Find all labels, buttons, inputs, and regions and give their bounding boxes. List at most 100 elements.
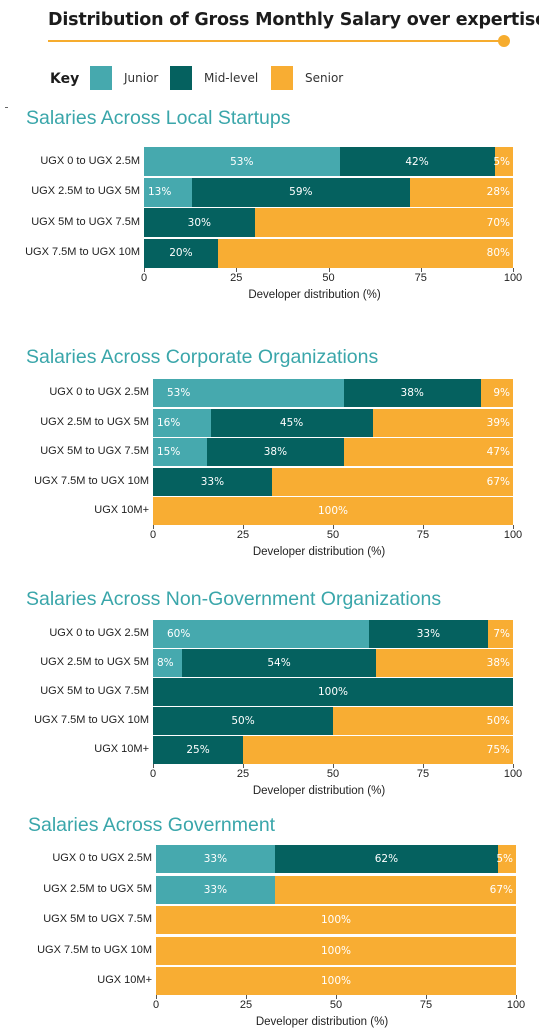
x-tick-mark (423, 763, 424, 768)
data-label: 5% (496, 853, 513, 865)
data-label: 53% (230, 155, 254, 168)
data-label: 100% (320, 914, 352, 926)
x-tick-label: 75 (419, 999, 433, 1011)
bar-segment-mid-level (153, 678, 513, 706)
data-label: 20% (169, 247, 193, 259)
bar-segment-mid-level (207, 438, 344, 466)
bar-segment-mid-level (274, 845, 498, 873)
data-label: 100% (320, 975, 352, 987)
category-label: UGX 0 to UGX 2.5M (40, 154, 140, 167)
bar-segment-senior (156, 906, 516, 934)
bar-segment-junior (153, 649, 182, 677)
bar-segment-senior (480, 379, 513, 407)
x-tick-label: 25 (230, 271, 243, 284)
bar-segment-senior (274, 875, 516, 904)
data-label: 100% (320, 944, 352, 957)
title-underline (48, 40, 504, 42)
x-axis-title: Developer distribution (%) (252, 784, 386, 797)
bar-segment-mid-level (369, 620, 488, 648)
x-tick-label: 100 (503, 767, 523, 780)
data-label: 62% (374, 853, 399, 865)
data-label: 75% (486, 743, 510, 756)
category-label: UGX 5M to UGX 7.5M (31, 215, 140, 228)
data-label: 33% (203, 883, 228, 896)
x-tick-label: 50 (322, 271, 335, 284)
x-tick-label: 75 (416, 529, 430, 541)
x-axis-title: Developer distribution (%) (255, 1016, 389, 1028)
data-label: 8% (157, 656, 174, 669)
bar-segment-senior (376, 649, 513, 677)
x-tick-mark (420, 267, 422, 272)
data-label: 60% (167, 627, 191, 640)
data-label: 70% (486, 216, 510, 229)
chart-title: Salaries Across Non-Government Organizat… (26, 588, 442, 610)
bar-segment-senior (156, 967, 516, 995)
x-tick-mark (243, 763, 244, 768)
x-tick-label: 50 (329, 999, 343, 1011)
category-label: UGX 5M to UGX 7.5M (40, 445, 149, 457)
data-label: 100% (317, 685, 349, 698)
chart-title: Salaries Across Corporate Organizations (26, 346, 379, 368)
bar-segment-senior (409, 177, 513, 207)
data-label: 38% (486, 656, 510, 669)
bar-segment-mid-level (144, 238, 218, 268)
x-tick-label: 0 (152, 999, 160, 1011)
x-tick-label: 75 (414, 271, 427, 284)
data-label: 33% (203, 853, 228, 865)
x-tick-label: 0 (140, 271, 148, 284)
x-tick-label: 50 (326, 767, 340, 780)
legend-swatch-junior (90, 66, 112, 90)
category-label: UGX 7.5M to UGX 10M (25, 246, 140, 258)
bar-segment-senior (153, 497, 513, 525)
bar-segment-senior (217, 238, 513, 268)
bar-segment-senior (494, 147, 513, 176)
data-label: 5% (493, 155, 510, 168)
x-tick-mark (144, 267, 145, 272)
data-label: 100% (317, 505, 349, 517)
data-label: 47% (486, 446, 510, 458)
x-axis-title: Developer distribution (%) (248, 288, 381, 301)
data-label: 54% (267, 656, 291, 669)
bar-segment-senior (333, 707, 513, 735)
x-tick-mark (336, 995, 337, 999)
data-label: 7% (493, 627, 510, 640)
x-tick-label: 75 (416, 767, 430, 780)
data-label: 53% (167, 387, 191, 399)
bar-segment-junior (144, 177, 192, 207)
bar-segment-senior (243, 736, 513, 764)
data-label: 30% (187, 216, 212, 229)
data-label: 39% (486, 416, 510, 429)
category-label: UGX 7.5M to UGX 10M (34, 713, 149, 726)
legend-swatch-senior (271, 66, 293, 90)
x-tick-label: 25 (236, 529, 250, 541)
category-label: UGX 2.5M to UGX 5M (43, 882, 152, 895)
data-label: 59% (289, 186, 313, 198)
data-label: 50% (486, 714, 510, 727)
category-label: UGX 0 to UGX 2.5M (49, 386, 149, 398)
x-tick-mark (516, 995, 517, 999)
chart-title: Salaries Across Government (28, 814, 276, 836)
category-label: UGX 10M+ (94, 742, 149, 755)
bar-segment-junior (153, 379, 344, 407)
x-tick-mark (246, 995, 247, 999)
bar-segment-senior (254, 208, 513, 237)
x-tick-label: 0 (149, 767, 157, 780)
bar-segment-junior (153, 408, 211, 437)
bar-segment-mid-level (210, 408, 373, 437)
bar-segment-mid-level (343, 379, 481, 407)
data-label: 38% (400, 387, 424, 399)
x-tick-mark (513, 525, 514, 529)
bar-segment-senior (372, 408, 513, 437)
legend-key-label: Key (50, 71, 80, 87)
bar-segment-mid-level (153, 736, 243, 764)
data-label: 33% (200, 475, 225, 488)
data-label: 67% (486, 475, 510, 488)
bar-segment-junior (144, 147, 340, 176)
title-underline-dot (498, 35, 510, 47)
legend-label-mid-level: Mid-level (204, 71, 259, 85)
x-tick-label: 100 (506, 999, 526, 1011)
divider-mark (5, 107, 8, 108)
legend-label-senior: Senior (305, 71, 344, 85)
category-label: UGX 2.5M to UGX 5M (31, 185, 140, 197)
x-axis-title: Developer distribution (%) (252, 546, 386, 558)
